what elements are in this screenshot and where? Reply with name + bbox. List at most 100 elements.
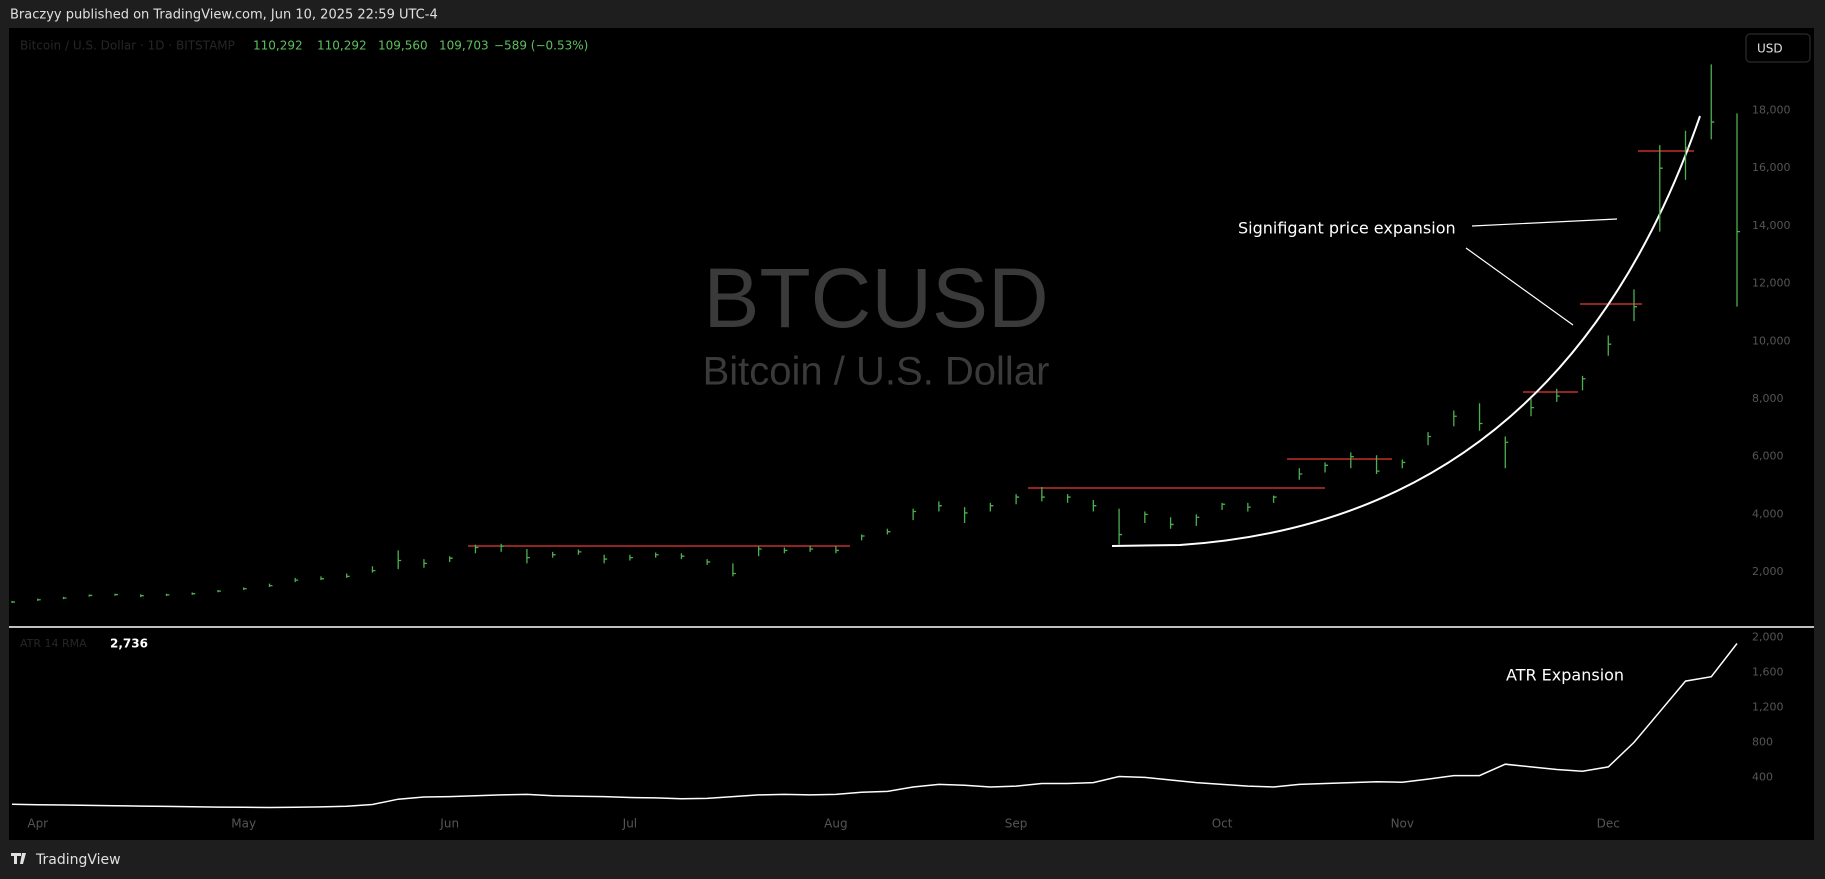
x-tick-label: Jun: [439, 817, 459, 831]
readout-close: 109,703: [439, 39, 489, 53]
price-bar: [1401, 459, 1406, 469]
price-bar: [757, 546, 762, 557]
annotation: ATR Expansion: [1506, 666, 1624, 685]
y-tick-label: 8,000: [1752, 392, 1784, 405]
price-bar: [423, 559, 427, 568]
price-bar: [655, 552, 659, 558]
price-bar: [603, 554, 608, 564]
price-bar: [1504, 436, 1509, 469]
price-bar: [1453, 410, 1457, 427]
y-tick-label: 2,000: [1752, 565, 1784, 578]
price-bar: [62, 596, 67, 600]
price-bar: [268, 583, 273, 588]
readout-open: 110,292: [253, 39, 303, 53]
price-bar: [1607, 335, 1612, 356]
price-bar: [1530, 398, 1535, 417]
price-bar: [1015, 494, 1020, 505]
y-tick-label: 400: [1752, 770, 1773, 783]
y-tick-label: 16,000: [1752, 161, 1791, 174]
x-tick-label: May: [231, 817, 256, 831]
price-bar: [11, 600, 15, 603]
price-bar: [1478, 403, 1483, 431]
price-bar: [474, 544, 479, 554]
currency-button[interactable]: [1745, 33, 1811, 63]
price-bar: [1710, 64, 1715, 140]
brand: TradingView: [35, 852, 121, 868]
price-bar: [1375, 455, 1380, 474]
price-bar: [165, 593, 170, 596]
price-bar: [1298, 468, 1303, 480]
atr-line: [11, 643, 1738, 809]
atr-label: ATR 14 RMA: [20, 637, 87, 650]
currency-label: USD: [1757, 42, 1783, 56]
plot: Apr May Jun Jul Aug Sep Oct Nov Dec 2,000 4,000 6,0…: [11, 64, 1791, 831]
price-bar: [1350, 452, 1354, 469]
price-bar: [1169, 517, 1174, 529]
price-bar: [1324, 462, 1329, 473]
annotation: Signifigant price expansion: [1238, 219, 1456, 238]
watermark-name: Bitcoin / U.S. Dollar: [703, 350, 1050, 394]
price-bar: [1066, 494, 1071, 503]
chart-panel: [9, 28, 1814, 840]
price-bar: [526, 548, 530, 564]
price-bar: [217, 589, 221, 593]
level-lines: [468, 150, 1694, 547]
y-tick-label: 4,000: [1752, 507, 1784, 520]
brand-logo: [11, 853, 26, 864]
price-bar: [449, 556, 453, 562]
price-bar: [732, 563, 736, 577]
price-bar: [320, 576, 324, 581]
price-bar: [346, 573, 350, 578]
price-bar: [500, 543, 505, 552]
price-bar: [1118, 508, 1123, 545]
price-bar: [1427, 432, 1432, 446]
price-bar: [397, 550, 402, 570]
price-bar: [1247, 502, 1251, 512]
price-bar: [114, 593, 118, 596]
y-tick-label: 18,000: [1752, 104, 1791, 117]
annotation-line: [1465, 247, 1574, 326]
x-tick-label: Dec: [1597, 817, 1620, 831]
price-bar: [1581, 375, 1586, 391]
publish-note: Braczyy published on TradingView.com, Ju…: [10, 8, 438, 23]
x-tick-label: Sep: [1005, 817, 1028, 831]
y-tick-label: 6,000: [1752, 450, 1784, 463]
annotation-line: [1471, 218, 1618, 227]
price-bar: [963, 507, 968, 524]
readout-high: 110,292: [317, 39, 367, 53]
y-tick-label: 800: [1752, 735, 1773, 748]
price-bar: [552, 551, 556, 558]
x-tick-label: Apr: [27, 817, 48, 831]
price-bar: [37, 598, 41, 601]
price-bar: [1684, 130, 1689, 180]
y-tick-label: 1,200: [1752, 700, 1784, 713]
price-bar: [912, 508, 917, 521]
price-bar: [1092, 499, 1097, 512]
readout-change: −589 (−0.53%): [494, 39, 588, 53]
x-tick-label: Nov: [1391, 817, 1414, 831]
price-bar: [1556, 388, 1560, 402]
price-bar: [140, 594, 144, 598]
legend-label: Bitcoin / U.S. Dollar · 1D · BITSTAMP: [20, 39, 235, 53]
price-bar: [680, 553, 685, 560]
price-bar: [706, 559, 711, 565]
price-bar: [1633, 289, 1638, 322]
price-bar: [577, 549, 582, 555]
atr-readout: 2,736: [110, 637, 148, 651]
price-bar: [629, 554, 633, 561]
price-bar: [1659, 145, 1663, 232]
price-bar: [835, 546, 839, 554]
price-bar: [860, 534, 865, 541]
price-bar: [191, 592, 196, 595]
price-bar: [886, 528, 891, 535]
price-bar: [783, 547, 788, 554]
y-tick-label: 2,000: [1752, 630, 1784, 643]
y-tick-label: 12,000: [1752, 277, 1791, 290]
readout-low: 109,560: [378, 39, 428, 53]
x-tick-label: Jul: [622, 817, 637, 831]
price-bar: [88, 594, 93, 597]
y-tick-label: 14,000: [1752, 219, 1791, 232]
y-tick-label: 10,000: [1752, 334, 1791, 347]
x-tick-label: Oct: [1212, 817, 1233, 831]
